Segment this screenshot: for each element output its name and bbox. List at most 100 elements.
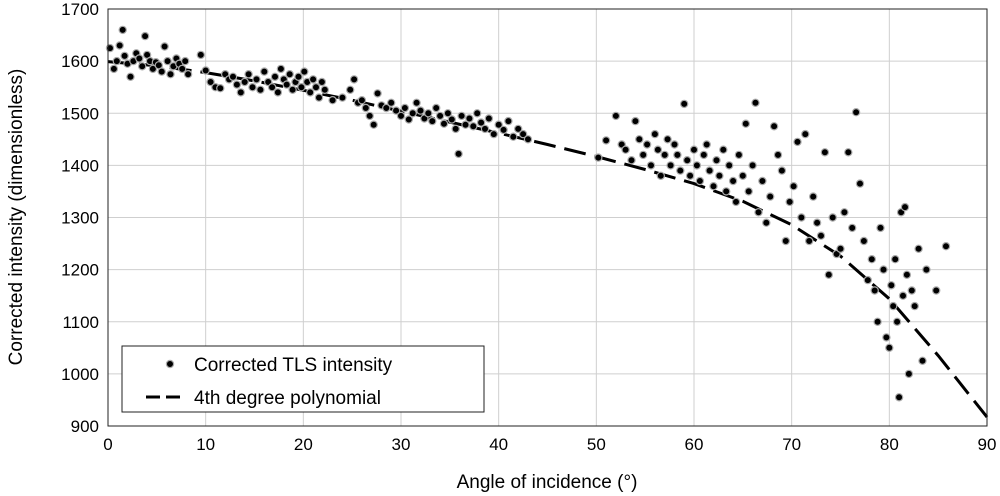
data-point — [876, 223, 885, 233]
data-point — [891, 255, 900, 264]
data-point — [685, 171, 695, 180]
data-point — [611, 111, 621, 121]
data-point — [631, 116, 640, 126]
y-tick-label: 900 — [71, 417, 99, 436]
data-point — [469, 122, 478, 131]
data-point — [712, 155, 721, 165]
data-point — [273, 88, 283, 97]
legend-label-line: 4th degree polynomial — [194, 388, 381, 409]
data-point — [873, 317, 882, 326]
data-point — [728, 176, 738, 186]
data-point — [308, 75, 318, 84]
data-point — [240, 77, 249, 87]
data-point — [454, 149, 463, 159]
data-point — [797, 213, 806, 222]
data-point — [260, 67, 269, 76]
data-point — [346, 85, 355, 95]
data-point — [465, 114, 474, 123]
x-tick-label: 80 — [880, 435, 899, 454]
data-point — [666, 161, 675, 170]
data-point — [882, 333, 891, 342]
data-point — [855, 179, 865, 188]
data-point — [183, 69, 193, 79]
y-axis-title: Corrected intensity (dimensionless) — [6, 69, 27, 366]
data-point — [824, 270, 834, 279]
data-point — [137, 62, 147, 71]
data-point — [907, 286, 917, 295]
data-point — [228, 72, 238, 82]
data-point — [758, 176, 767, 186]
data-point — [248, 82, 257, 92]
x-tick-labels: 0 10 20 30 40 50 60 70 80 90 — [103, 435, 996, 454]
data-point — [256, 85, 265, 95]
data-point — [196, 50, 205, 60]
data-point — [910, 301, 919, 311]
data-point — [805, 236, 814, 246]
data-point — [941, 241, 951, 251]
data-point — [738, 171, 748, 180]
data-point — [514, 124, 523, 134]
data-point — [294, 72, 303, 82]
data-point — [412, 98, 421, 108]
data-point — [201, 66, 210, 75]
data-point — [148, 64, 158, 74]
points-group — [105, 25, 951, 402]
legend-marker-points — [165, 359, 175, 369]
data-point — [387, 98, 396, 108]
x-tick-label: 50 — [587, 435, 606, 454]
legend-label-points: Corrected TLS intensity — [194, 355, 393, 376]
data-point — [365, 111, 374, 121]
data-point — [639, 150, 648, 160]
data-point — [754, 208, 763, 217]
data-point — [594, 153, 603, 162]
data-point — [328, 95, 337, 105]
data-point — [867, 255, 877, 264]
y-tick-label: 1600 — [61, 52, 99, 71]
data-point — [349, 75, 359, 84]
x-axis-title: Angle of incidence (°) — [457, 472, 638, 493]
data-point — [801, 129, 810, 139]
plot-frame — [107, 8, 988, 427]
data-point — [499, 125, 508, 135]
data-point — [744, 187, 753, 196]
data-point — [773, 150, 783, 160]
data-point — [848, 223, 857, 233]
data-point — [404, 115, 413, 124]
data-point — [270, 72, 280, 82]
data-point — [722, 187, 731, 196]
data-point — [416, 106, 425, 115]
data-point — [725, 161, 734, 170]
data-point — [820, 148, 830, 157]
data-point — [762, 218, 771, 227]
polynomial-fit-line — [107, 60, 989, 419]
data-point — [898, 291, 908, 300]
data-point — [252, 75, 261, 84]
data-point — [734, 150, 744, 160]
data-point — [635, 135, 644, 144]
data-point — [518, 129, 528, 139]
y-tick-label: 1100 — [62, 313, 99, 332]
data-point — [166, 69, 175, 79]
data-point — [373, 89, 382, 98]
y-tick-label: 1200 — [61, 261, 99, 280]
data-point — [461, 120, 470, 129]
data-point — [769, 122, 779, 131]
data-point — [689, 145, 699, 154]
data-point — [748, 161, 757, 170]
data-point — [900, 202, 910, 212]
data-point — [451, 124, 460, 134]
y-tick-label: 1300 — [61, 209, 99, 228]
data-point — [836, 244, 845, 253]
data-point — [859, 236, 869, 246]
data-point — [408, 109, 417, 118]
data-point — [766, 192, 775, 201]
y-tick-label: 1500 — [61, 104, 99, 123]
data-point — [816, 231, 826, 240]
data-point — [504, 116, 513, 126]
data-point — [621, 145, 630, 154]
x-tick-label: 90 — [978, 435, 997, 454]
data-point — [705, 166, 714, 175]
data-point — [851, 107, 861, 117]
data-point — [627, 155, 636, 165]
x-tick-label: 20 — [294, 435, 313, 454]
